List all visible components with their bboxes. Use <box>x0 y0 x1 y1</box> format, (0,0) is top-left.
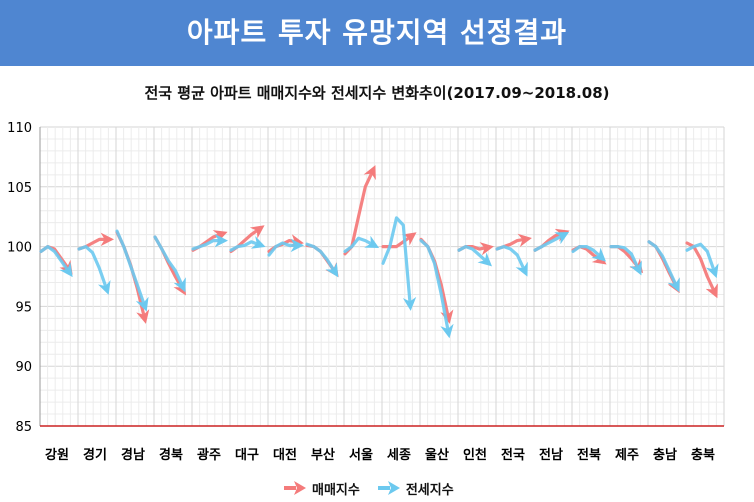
x-tick-label: 전북 <box>577 447 601 463</box>
chart-legend: 매매지수 전세지수 <box>282 478 454 498</box>
jeonse-index-line-3 <box>153 235 186 293</box>
jeonse-index-line-9 <box>381 216 417 311</box>
x-tick-label: 광주 <box>197 448 221 463</box>
y-tick-label: 85 <box>15 420 32 435</box>
x-tick-label: 경기 <box>83 447 107 463</box>
jeonse-index-line-17 <box>685 242 719 279</box>
legend-label-sale: 매매지수 <box>312 482 360 498</box>
legend-arrow-sale-icon <box>284 481 306 495</box>
legend-item-sale: 매매지수 <box>282 479 360 498</box>
x-tick-label: 서울 <box>349 447 373 463</box>
sale-index-line-17 <box>685 241 718 299</box>
jeonse-index-line-4 <box>191 233 229 251</box>
x-tick-label: 강원 <box>45 447 69 463</box>
y-tick-label: 95 <box>15 300 32 315</box>
tick-labels: 85 90 95 100 105 110 강원 경기 경남 경북 광주 대구 대전 부산 서울 세종 울산 인천 전… <box>7 121 715 463</box>
jeonse-index-line-11 <box>457 245 493 267</box>
y-tick-label: 105 <box>7 181 32 196</box>
jeonse-index-line-12 <box>495 245 528 277</box>
jeonse-index-line-5 <box>229 236 266 252</box>
axes <box>39 127 724 427</box>
jeonse-index-line-14 <box>571 245 607 262</box>
jeonse-index-line-8 <box>343 235 380 253</box>
page-banner: 아파트 투자 유망지역 선정결과 <box>0 0 754 66</box>
x-tick-label: 세종 <box>387 448 411 463</box>
jeonse-index-line-6 <box>267 238 305 257</box>
x-tick-label: 인천 <box>463 447 487 463</box>
x-tick-label: 울산 <box>425 447 449 463</box>
jeonse-index-line-1 <box>77 245 111 295</box>
series-lines <box>39 165 719 339</box>
jeonse-index-line-15 <box>609 245 642 276</box>
x-tick-label: 부산 <box>311 447 335 463</box>
x-tick-label: 전국 <box>501 447 525 463</box>
sale-index-line-2 <box>115 230 150 324</box>
gridlines <box>39 126 725 427</box>
jeonse-index-line-7 <box>305 242 339 278</box>
jeonse-index-line-0 <box>39 245 73 278</box>
jeonse-index-line-2 <box>115 229 149 312</box>
jeonse-index-line-13 <box>533 231 570 252</box>
page-title: 아파트 투자 유망지역 선정결과 <box>186 16 568 49</box>
jeonse-index-line-10 <box>419 239 454 339</box>
x-tick-label: 전남 <box>539 447 563 463</box>
legend-item-jeonse: 전세지수 <box>376 479 454 498</box>
x-tick-label: 경북 <box>159 447 183 463</box>
y-tick-label: 90 <box>15 360 32 375</box>
chart-title: 전국 평균 아파트 매매지수와 전세지수 변화추이(2017.09~2018.0… <box>144 84 610 102</box>
x-tick-label: 대구 <box>235 448 259 463</box>
jeonse-index-line-16 <box>647 240 680 293</box>
y-tick-label: 110 <box>7 121 32 136</box>
x-tick-label: 충북 <box>691 447 715 463</box>
x-tick-label: 경남 <box>121 447 145 463</box>
x-tick-label: 대전 <box>273 447 297 463</box>
legend-label-jeonse: 전세지수 <box>405 482 454 498</box>
legend-arrow-jeonse-icon <box>377 481 400 495</box>
x-tick-label: 충남 <box>653 447 677 463</box>
y-tick-label: 100 <box>7 241 32 256</box>
x-tick-label: 제주 <box>615 448 639 463</box>
